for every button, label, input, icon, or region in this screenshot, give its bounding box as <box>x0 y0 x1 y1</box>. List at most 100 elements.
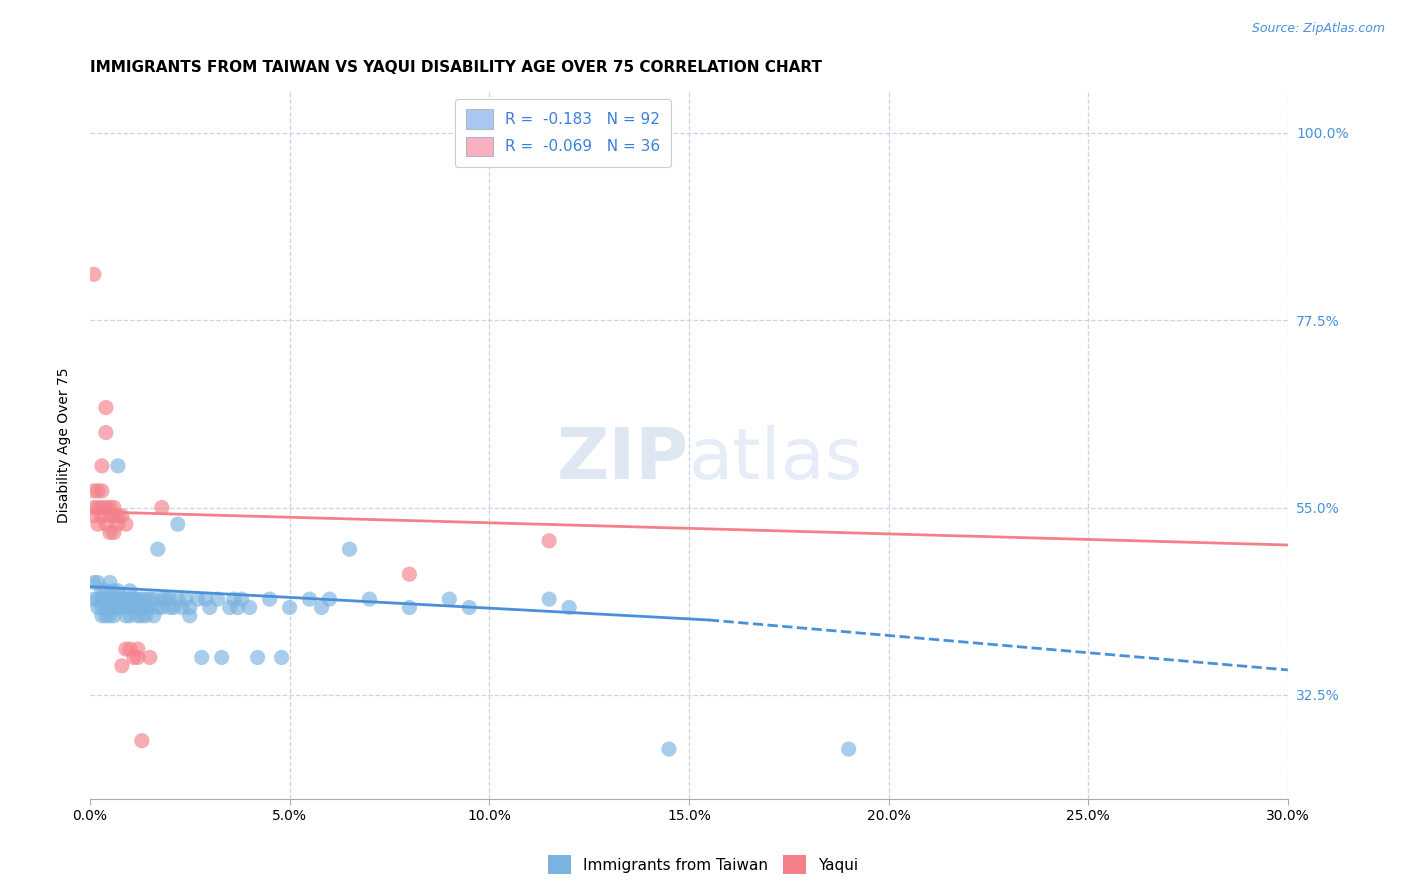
Point <box>658 742 681 756</box>
Point <box>115 592 138 607</box>
Point <box>94 608 117 623</box>
Point <box>107 508 129 523</box>
Point <box>94 600 117 615</box>
Point <box>103 525 125 540</box>
Point <box>87 575 110 590</box>
Point <box>211 650 233 665</box>
Point <box>246 650 269 665</box>
Point <box>170 600 193 615</box>
Point <box>179 600 201 615</box>
Text: Source: ZipAtlas.com: Source: ZipAtlas.com <box>1251 22 1385 36</box>
Point <box>115 642 138 657</box>
Point <box>115 608 138 623</box>
Point <box>146 600 169 615</box>
Point <box>118 642 141 657</box>
Point <box>118 608 141 623</box>
Point <box>103 592 125 607</box>
Point <box>83 483 105 498</box>
Point <box>142 608 165 623</box>
Point <box>270 650 292 665</box>
Point <box>179 608 201 623</box>
Point <box>103 608 125 623</box>
Point <box>111 600 134 615</box>
Point <box>122 592 145 607</box>
Point <box>131 592 153 607</box>
Point <box>103 500 125 515</box>
Point <box>98 500 121 515</box>
Point <box>131 600 153 615</box>
Point <box>231 592 253 607</box>
Point <box>107 592 129 607</box>
Point <box>122 600 145 615</box>
Point <box>94 401 117 415</box>
Point <box>94 517 117 532</box>
Text: IMMIGRANTS FROM TAIWAN VS YAQUI DISABILITY AGE OVER 75 CORRELATION CHART: IMMIGRANTS FROM TAIWAN VS YAQUI DISABILI… <box>90 60 823 75</box>
Point <box>98 600 121 615</box>
Point <box>398 567 420 582</box>
Point <box>139 592 162 607</box>
Point <box>118 583 141 598</box>
Point <box>222 592 245 607</box>
Point <box>111 508 134 523</box>
Point <box>94 583 117 598</box>
Point <box>187 592 209 607</box>
Point <box>122 650 145 665</box>
Point <box>94 425 117 440</box>
Point <box>135 608 157 623</box>
Point <box>142 592 165 607</box>
Point <box>103 583 125 598</box>
Point <box>150 500 173 515</box>
Point <box>458 600 481 615</box>
Point <box>103 600 125 615</box>
Point <box>98 608 121 623</box>
Point <box>359 592 381 607</box>
Point <box>166 517 188 532</box>
Legend: Immigrants from Taiwan, Yaqui: Immigrants from Taiwan, Yaqui <box>541 849 865 880</box>
Point <box>127 592 149 607</box>
Point <box>87 500 110 515</box>
Point <box>83 500 105 515</box>
Point <box>115 600 138 615</box>
Point <box>298 592 321 607</box>
Point <box>127 650 149 665</box>
Point <box>538 533 561 548</box>
Point <box>159 600 181 615</box>
Point <box>166 592 188 607</box>
Point <box>135 592 157 607</box>
Point <box>155 592 177 607</box>
Point <box>98 525 121 540</box>
Point <box>226 600 249 615</box>
Point <box>198 600 221 615</box>
Point <box>122 592 145 607</box>
Point <box>90 592 112 607</box>
Point <box>107 600 129 615</box>
Point <box>127 642 149 657</box>
Point <box>159 592 181 607</box>
Point <box>107 583 129 598</box>
Point <box>398 600 420 615</box>
Point <box>90 483 112 498</box>
Point <box>190 650 212 665</box>
Point <box>131 608 153 623</box>
Point <box>174 592 197 607</box>
Point <box>90 508 112 523</box>
Point <box>558 600 581 615</box>
Point <box>146 542 169 557</box>
Point <box>90 500 112 515</box>
Point <box>103 592 125 607</box>
Point <box>87 600 110 615</box>
Point <box>207 592 229 607</box>
Point <box>111 592 134 607</box>
Point <box>83 508 105 523</box>
Point <box>90 458 112 473</box>
Point <box>111 658 134 673</box>
Point <box>115 517 138 532</box>
Point <box>278 600 301 615</box>
Text: atlas: atlas <box>689 425 863 493</box>
Point <box>107 458 129 473</box>
Point <box>111 592 134 607</box>
Point <box>150 600 173 615</box>
Point <box>339 542 361 557</box>
Point <box>127 608 149 623</box>
Point <box>107 517 129 532</box>
